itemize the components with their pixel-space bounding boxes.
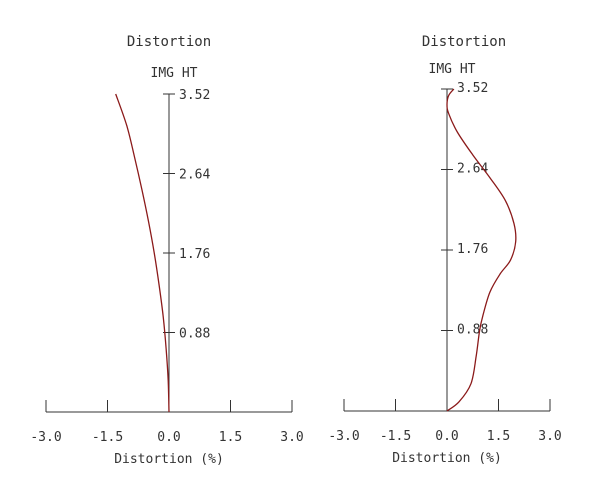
chart-1-y-tick-label: 1.76 — [179, 247, 210, 262]
chart-2-y-tick-label: 3.52 — [457, 81, 488, 96]
chart-2-x-tick-label: 0.0 — [435, 429, 458, 444]
chart-2-x-tick-label: -1.5 — [380, 429, 411, 444]
chart-1-x-axis-label: Distortion (%) — [114, 452, 224, 467]
chart-2-y-axis-label: IMG HT — [429, 62, 476, 77]
chart-1-y-tick-label: 2.64 — [179, 168, 210, 183]
chart-2-x-axis-label: Distortion (%) — [392, 451, 502, 466]
chart-1-x-tick-label: 0.0 — [157, 430, 180, 445]
chart-1-x-tick-label: -3.0 — [30, 430, 61, 445]
chart-2-x-tick-label: 3.0 — [538, 429, 561, 444]
chart-1-title: Distortion — [127, 34, 211, 50]
chart-1-y-tick-label: 3.52 — [179, 88, 210, 103]
chart-1-distortion-curve — [115, 93, 170, 413]
chart-1-y-axis-label: IMG HT — [151, 66, 198, 81]
chart-2-y-tick-label: 1.76 — [457, 242, 488, 257]
chart-2-distortion-curve — [446, 88, 517, 412]
chart-1-x-tick-label: -1.5 — [92, 430, 123, 445]
chart-2-x-tick-label: 1.5 — [487, 429, 510, 444]
chart-2-y-tick-label: 0.88 — [457, 323, 488, 338]
chart-1-x-tick-label: 3.0 — [280, 430, 303, 445]
chart-1-x-tick-label: 1.5 — [219, 430, 242, 445]
chart-2-x-tick-label: -3.0 — [328, 429, 359, 444]
chart-2-title: Distortion — [422, 34, 506, 50]
chart-1-y-tick-label: 0.88 — [179, 327, 210, 342]
